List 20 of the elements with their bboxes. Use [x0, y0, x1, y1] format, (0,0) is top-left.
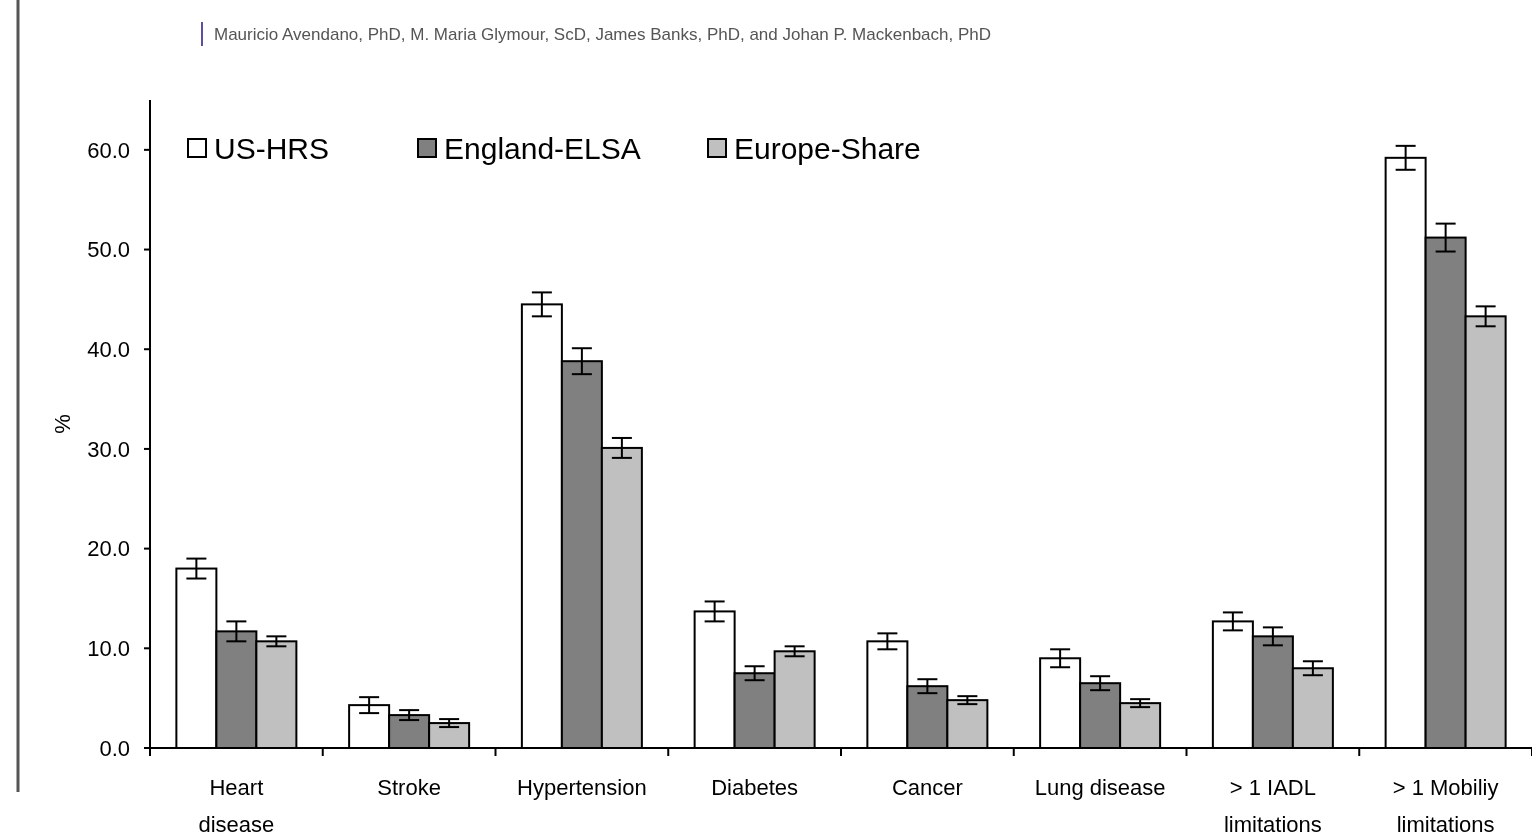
y-tick-label: 60.0 [87, 137, 130, 163]
chart-subtitle: Mauricio Avendano, PhD, M. Maria Glymour, ScD, James Banks, PhD, and Johan P. Mackenbach, PhD [214, 25, 992, 44]
x-tick-label: Lung disease [1034, 775, 1166, 800]
y-tick-label: 10.0 [87, 636, 130, 662]
x-tick-label: Cancer [891, 775, 963, 800]
y-axis-title: % [50, 414, 75, 434]
legend-label: England-ELSA [444, 131, 641, 165]
y-tick-label: 0.0 [99, 735, 130, 761]
y-tick-label: 50.0 [87, 237, 130, 263]
x-tick-label: > 1 Mobiliy limitations [1392, 775, 1499, 836]
y-tick-label: 40.0 [87, 336, 130, 362]
x-tick-label: Hypertension [517, 775, 647, 800]
y-tick-label: 20.0 [87, 536, 130, 562]
legend-label: Europe-Share [734, 131, 921, 165]
y-tick-label: 30.0 [87, 436, 130, 462]
legend-label: US-HRS [214, 131, 330, 165]
x-tick-label: Diabetes [711, 775, 799, 800]
x-tick-label: > 1 IADL limitations [1223, 775, 1322, 836]
x-tick-label: Heart disease [198, 775, 275, 836]
x-tick-label: Stroke [377, 775, 441, 800]
